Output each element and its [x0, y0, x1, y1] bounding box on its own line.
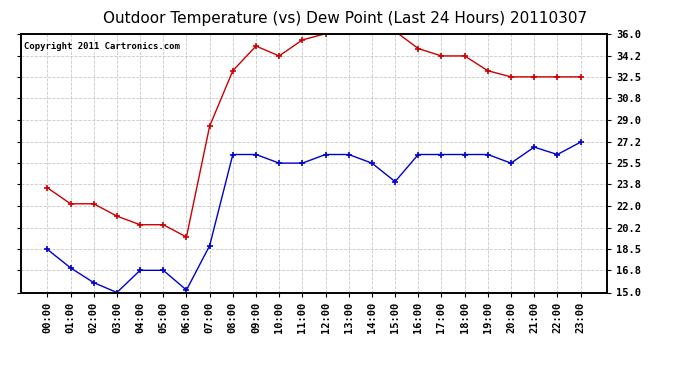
Text: Copyright 2011 Cartronics.com: Copyright 2011 Cartronics.com: [23, 42, 179, 51]
Text: Outdoor Temperature (vs) Dew Point (Last 24 Hours) 20110307: Outdoor Temperature (vs) Dew Point (Last…: [103, 11, 587, 26]
